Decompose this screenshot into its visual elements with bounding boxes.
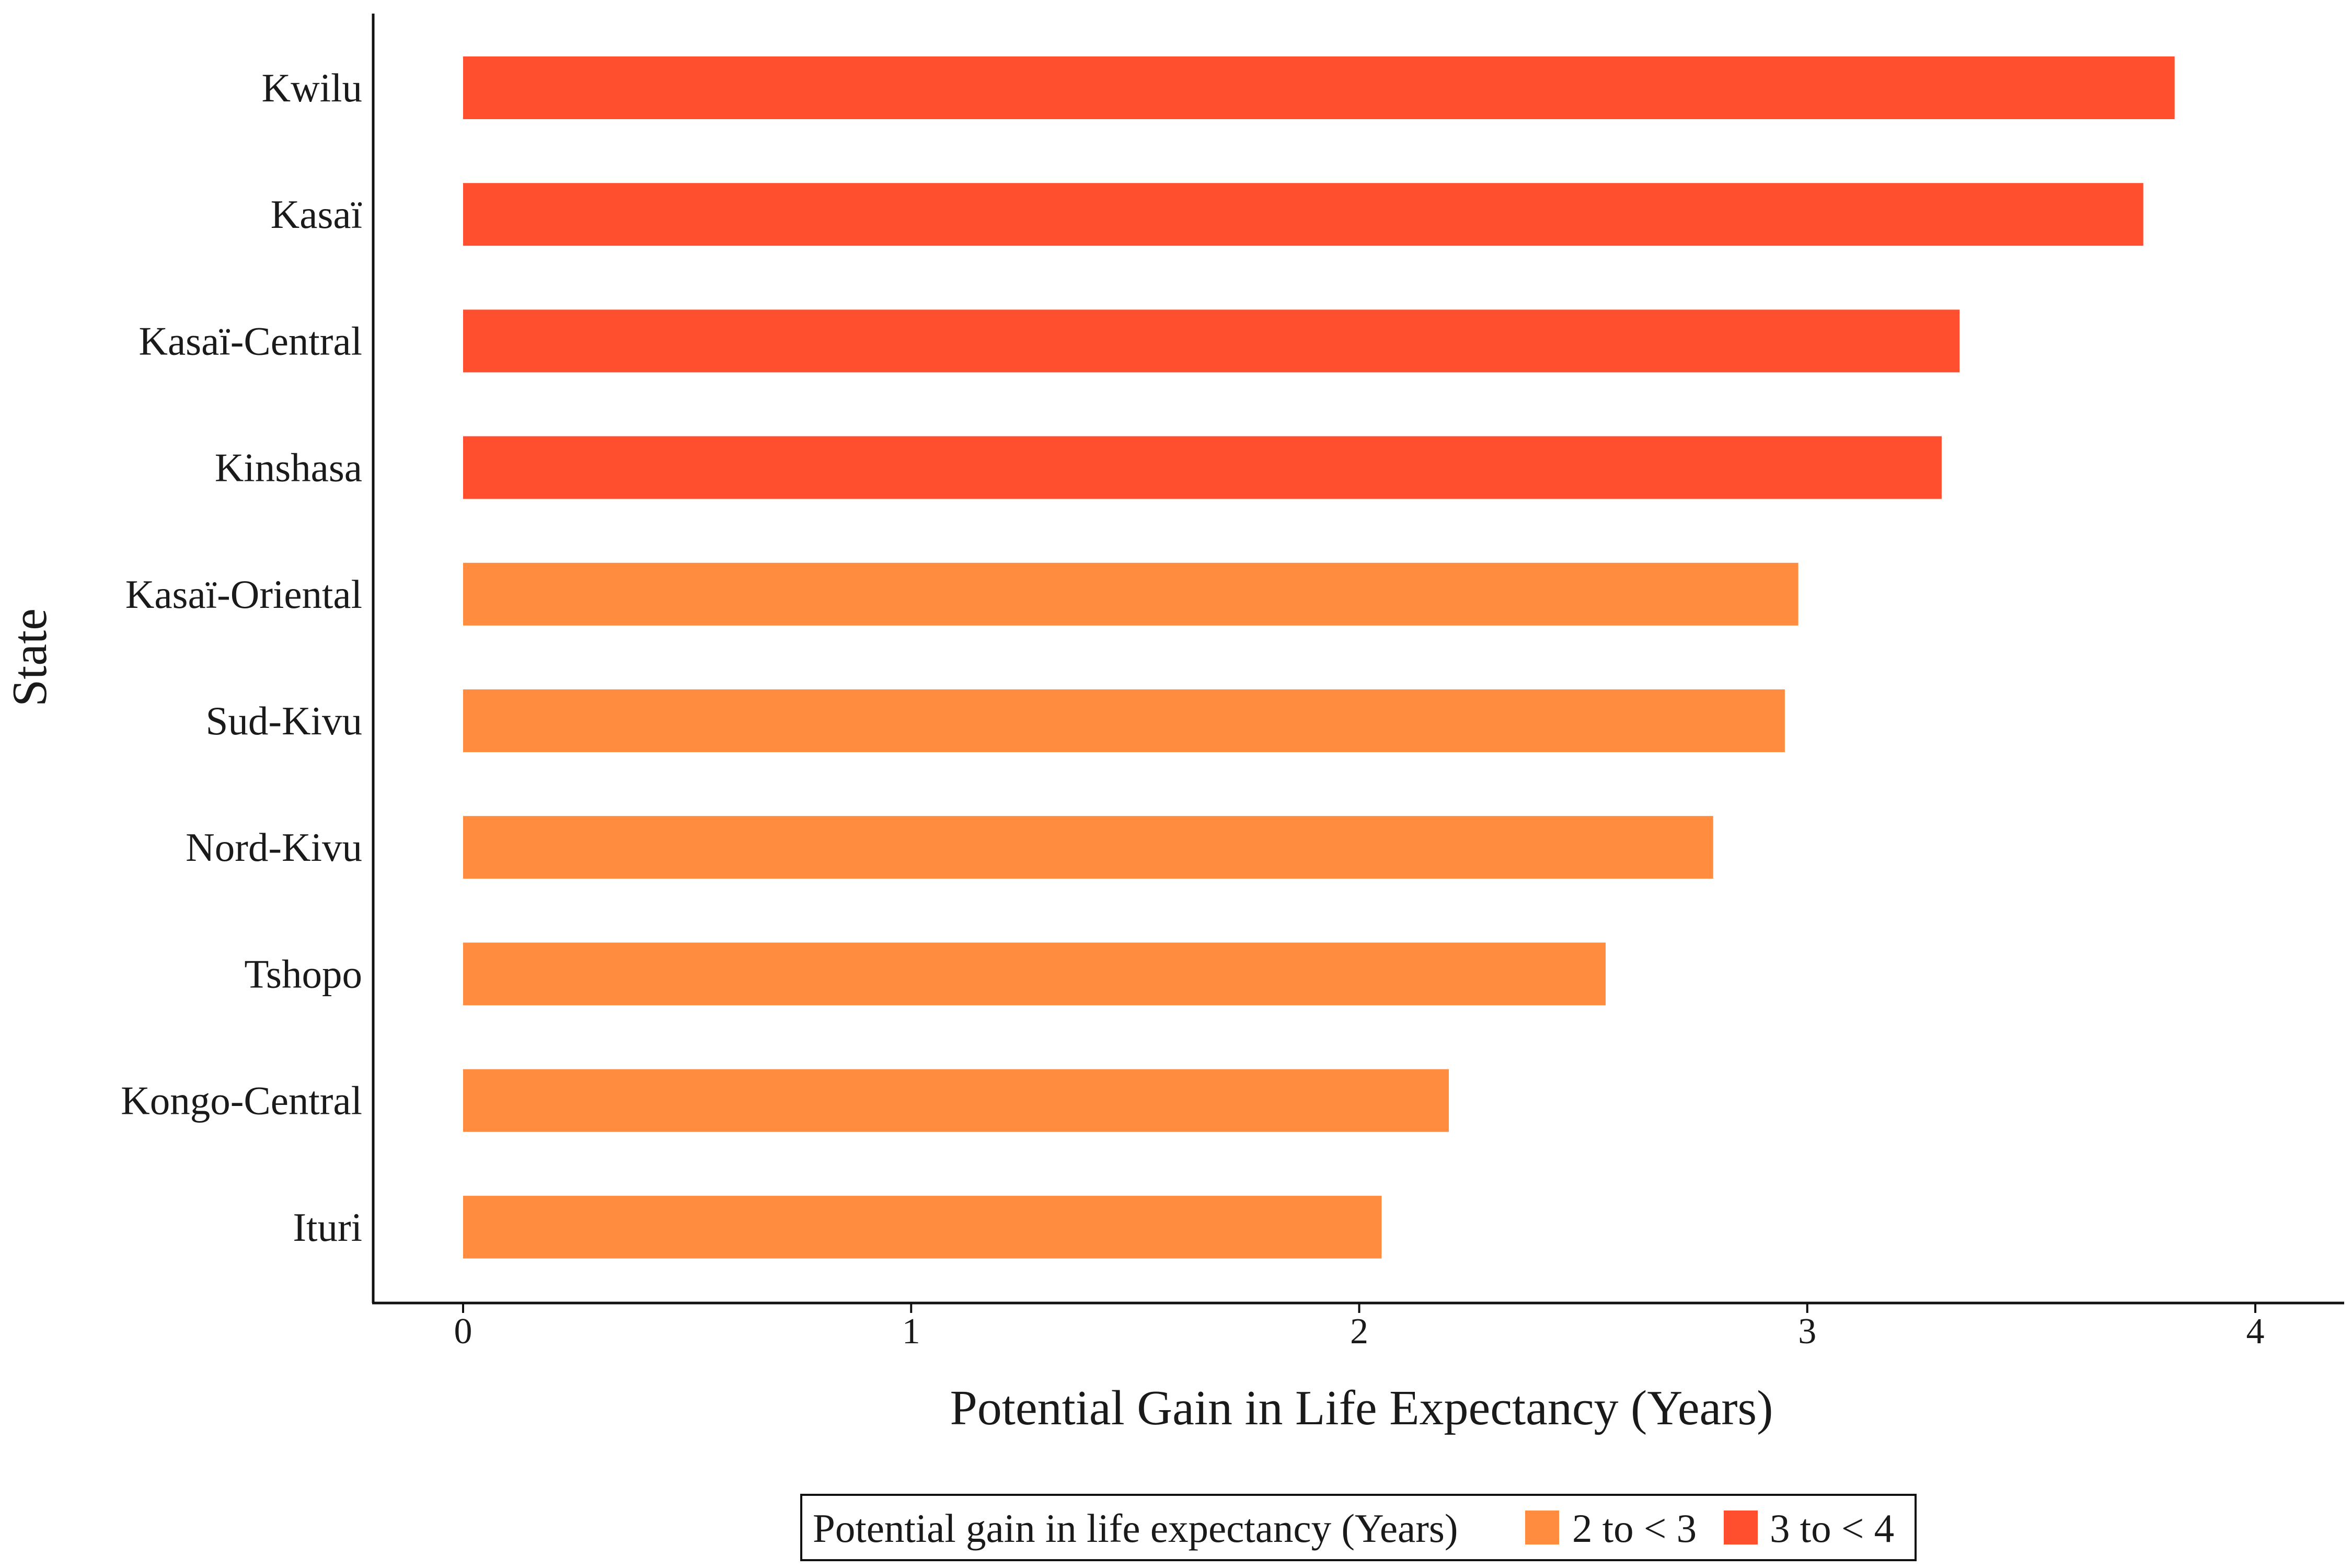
x-tick-label-0: 0	[454, 1311, 472, 1352]
legend-label-2-to-3: 2 to < 3	[1572, 1506, 1697, 1551]
bars-group	[463, 56, 2175, 1259]
legend-label-3-to-4: 3 to < 4	[1770, 1506, 1894, 1551]
category-labels: Kwilu Kasaï Kasaï-Central Kinshasa Kasaï-Ori…	[121, 65, 362, 1250]
category-label-kongo-central: Kongo-Central	[121, 1078, 362, 1123]
x-tick-label-2: 2	[1350, 1311, 1368, 1352]
category-label-sud-kivu: Sud-Kivu	[206, 698, 362, 743]
bar-tshopo	[463, 942, 1606, 1006]
category-label-kasai-central: Kasaï-Central	[139, 318, 362, 363]
x-tick-label-4: 4	[2246, 1311, 2265, 1352]
category-label-kasai-oriental: Kasaï-Oriental	[125, 572, 362, 617]
bar-kwilu	[463, 56, 2175, 119]
legend-title: Potential gain in life expectancy (Years…	[813, 1506, 1458, 1551]
legend: Potential gain in life expectancy (Years…	[800, 1494, 1917, 1561]
x-axis-ticks: 0 1 2 3 4	[454, 1303, 2265, 1352]
x-tick-label-3: 3	[1798, 1311, 1816, 1352]
bar-kasai	[463, 183, 2143, 246]
bar-kasai-central	[463, 309, 1960, 373]
legend-swatch-2-to-3	[1525, 1511, 1559, 1544]
category-label-nord-kivu: Nord-Kivu	[186, 825, 362, 870]
bar-kongo-central	[463, 1069, 1449, 1132]
category-label-ituri: Ituri	[293, 1205, 362, 1250]
y-axis-title: State	[3, 608, 57, 707]
legend-swatch-3-to-4	[1724, 1511, 1758, 1544]
bar-sud-kivu	[463, 689, 1785, 752]
category-label-kinshasa: Kinshasa	[215, 445, 362, 490]
bar-ituri	[463, 1195, 1382, 1259]
category-label-kwilu: Kwilu	[262, 65, 363, 110]
bar-nord-kivu	[463, 816, 1713, 879]
category-label-kasai: Kasaï	[271, 192, 362, 237]
bar-kasai-oriental	[463, 562, 1798, 626]
category-label-tshopo: Tshopo	[244, 951, 362, 996]
bar-kinshasa	[463, 436, 1942, 499]
x-tick-label-1: 1	[902, 1311, 920, 1352]
x-axis-title: Potential Gain in Life Expectancy (Years…	[950, 1381, 1773, 1435]
